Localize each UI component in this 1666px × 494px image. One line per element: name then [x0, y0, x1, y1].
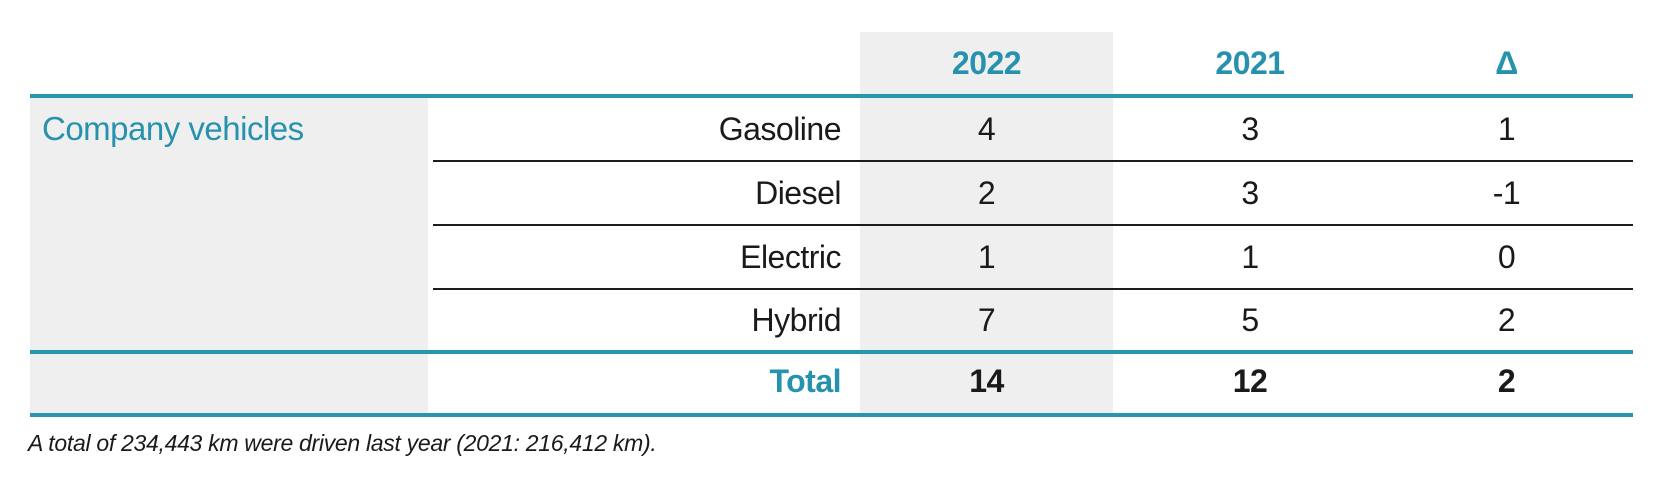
table-row: Hybrid 7 5 2: [30, 290, 1633, 350]
value-2022: 1: [977, 238, 996, 275]
value-2021: 3: [1241, 110, 1259, 147]
total-delta: 2: [1497, 363, 1516, 399]
group-label: Company vehicles: [42, 110, 304, 147]
value-delta: 2: [1497, 301, 1516, 338]
row-category: Gasoline: [718, 110, 842, 147]
table-bottom-rule: [30, 413, 1633, 417]
row-divider: [433, 160, 1633, 162]
value-delta: -1: [1492, 174, 1521, 211]
value-2021: 1: [1241, 238, 1259, 275]
footnote-text: A total of 234,443 km were driven last y…: [28, 430, 657, 456]
table-total-row: Total 14 12 2: [30, 352, 1633, 411]
row-divider: [433, 288, 1633, 290]
value-2021: 3: [1241, 174, 1259, 211]
total-2022: 14: [969, 363, 1004, 399]
table-header-row: 2022 2021 Δ: [30, 32, 1633, 94]
header-separator-rule: [30, 94, 1633, 98]
row-divider: [433, 224, 1633, 226]
value-delta: 0: [1497, 238, 1516, 275]
table-row: Electric 1 1 0: [30, 226, 1633, 288]
total-2021: 12: [1232, 363, 1268, 399]
total-separator-rule: [30, 350, 1633, 354]
value-2022: 4: [977, 110, 996, 147]
total-label: Total: [769, 363, 841, 399]
value-2021: 5: [1241, 301, 1259, 338]
value-delta: 1: [1497, 110, 1516, 147]
row-category: Diesel: [755, 174, 841, 211]
value-2022: 7: [977, 301, 996, 338]
column-header-2021: 2021: [1215, 44, 1285, 81]
value-2022: 2: [977, 174, 996, 211]
row-category: Hybrid: [751, 301, 842, 338]
group-label-column-background: [30, 98, 428, 413]
column-header-2022: 2022: [951, 44, 1022, 81]
table-row: Diesel 2 3 -1: [30, 162, 1633, 224]
row-category: Electric: [740, 238, 841, 275]
column-header-delta: Δ: [1495, 44, 1518, 81]
table-row: Company vehicles Gasoline 4 3 1: [30, 98, 1633, 160]
